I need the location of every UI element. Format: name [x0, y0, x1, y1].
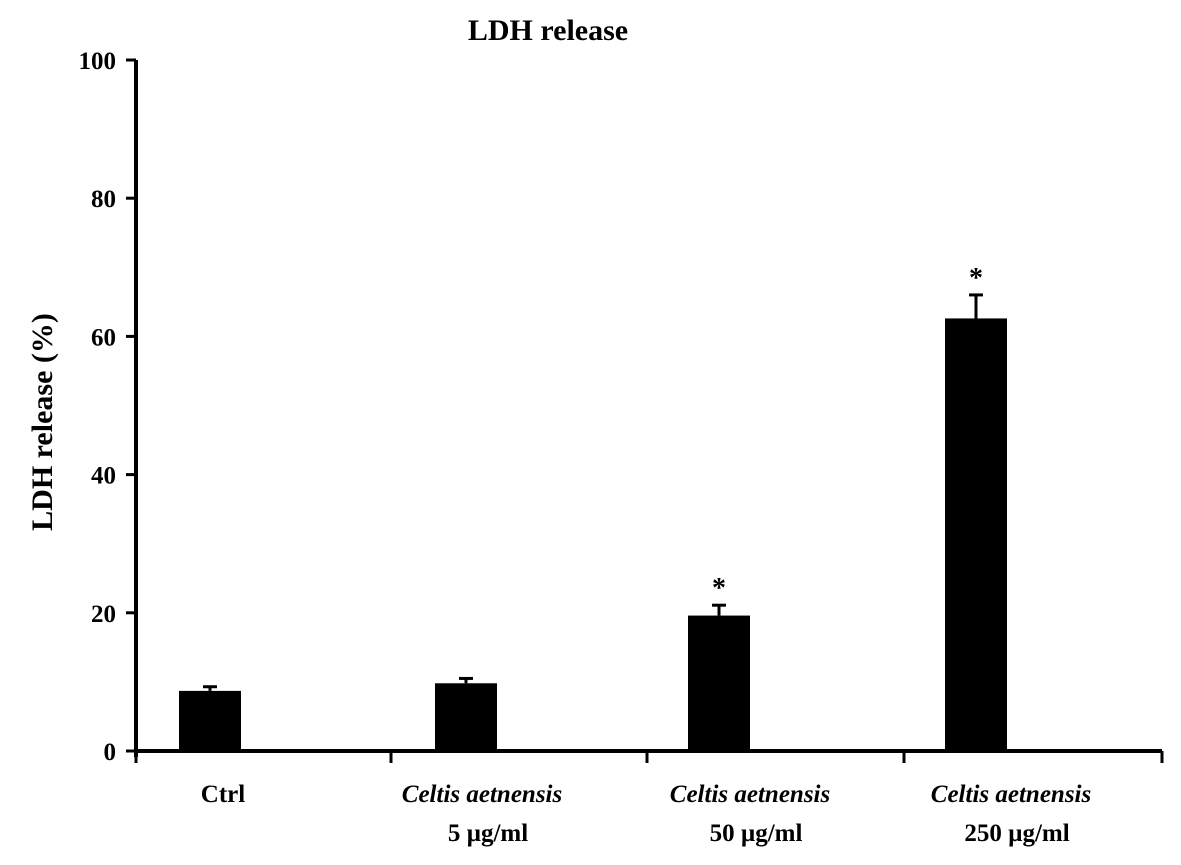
y-axis: 0 20 40 60 80 100 [79, 48, 138, 766]
bar [945, 318, 1007, 751]
bar [179, 690, 241, 751]
significance-marker: * [969, 263, 983, 294]
x-category-label-dose: 5 µg/ml [448, 820, 528, 847]
y-tick-label: 40 [91, 463, 116, 490]
y-tick-label: 80 [91, 186, 116, 213]
error-bars [203, 293, 983, 691]
chart-title: LDH release [468, 14, 628, 47]
x-category-labels: Ctrl Celtis aetnensis 5 µg/ml Celtis aetnen… [201, 781, 1091, 847]
x-axis [134, 749, 1164, 763]
x-category-label-dose: 50 µg/ml [710, 820, 803, 847]
x-category-label: Celtis aetnensis [670, 781, 830, 808]
y-tick-label: 60 [91, 324, 116, 351]
significance-markers: ** [712, 263, 983, 604]
significance-marker: * [712, 573, 726, 604]
x-category-label-dose: 250 µg/ml [964, 820, 1069, 847]
x-category-label: Ctrl [201, 781, 245, 808]
x-category-label: Celtis aetnensis [402, 781, 562, 808]
bar-series [179, 318, 1007, 751]
bar [688, 615, 750, 751]
y-tick-label: 0 [104, 739, 117, 766]
y-tick-label: 100 [79, 48, 117, 75]
y-axis-label: LDH release (%) [26, 313, 59, 531]
bar [435, 683, 497, 751]
y-tick-label: 20 [91, 601, 116, 628]
x-category-label: Celtis aetnensis [931, 781, 1091, 808]
